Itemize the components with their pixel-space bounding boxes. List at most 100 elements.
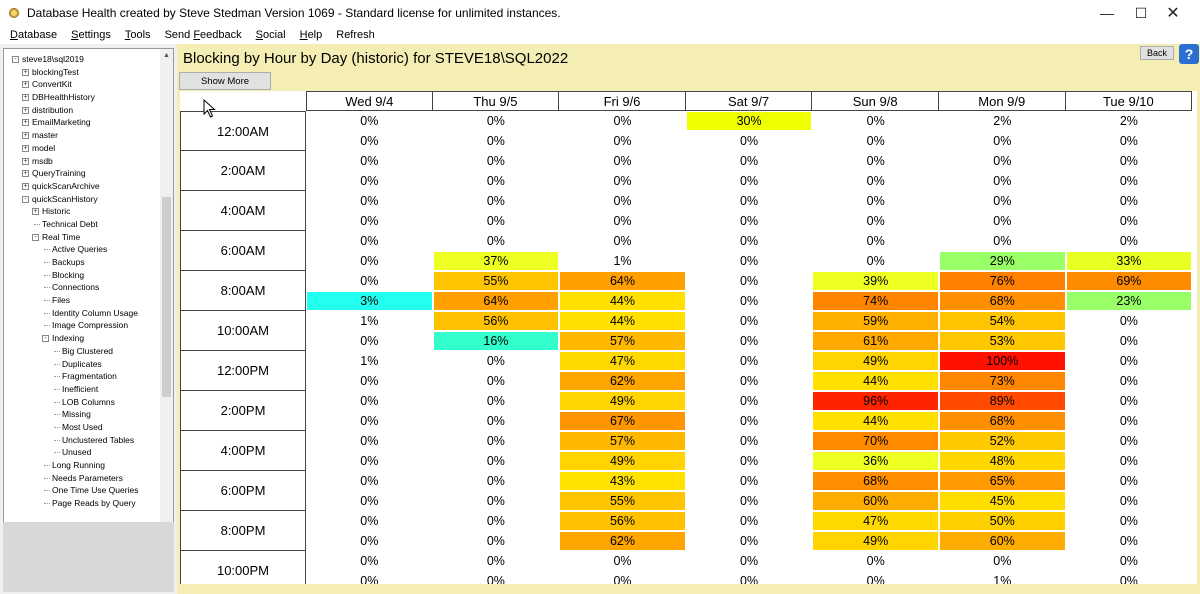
tree-node[interactable]: Page Reads by Query: [4, 497, 161, 510]
menu-refresh[interactable]: Refresh: [336, 29, 375, 41]
heatmap-cell: 0%: [486, 514, 505, 528]
menu-settings[interactable]: Settings: [71, 29, 111, 41]
menu-send-feedback[interactable]: Send Feedback: [164, 29, 242, 41]
expand-icon[interactable]: +: [22, 68, 29, 76]
heatmap-cell: 89%: [940, 392, 1065, 410]
tree-node[interactable]: + quickScanArchive: [4, 180, 161, 193]
heatmap-cell: 0%: [486, 154, 505, 168]
back-button[interactable]: Back: [1140, 46, 1174, 60]
tree-node[interactable]: - quickScanHistory: [4, 193, 161, 206]
scroll-thumb[interactable]: [162, 197, 171, 397]
tree-node[interactable]: Long Running: [4, 459, 161, 472]
tree-node[interactable]: + Historic: [4, 205, 161, 218]
day-header: Fri 9/6: [559, 91, 686, 111]
expand-icon[interactable]: +: [22, 94, 29, 102]
title-bar: Database Health created by Steve Stedman…: [0, 0, 1200, 26]
heatmap-cell: 57%: [560, 332, 685, 350]
close-icon[interactable]: ✕: [1166, 5, 1180, 22]
tree-node[interactable]: - steve18\sql2019: [4, 53, 161, 66]
tree-node[interactable]: + model: [4, 142, 161, 155]
tree-vertical-scrollbar[interactable]: ▲ ▼: [160, 49, 173, 551]
expand-icon[interactable]: +: [32, 208, 39, 216]
tree-node[interactable]: + DBHealthHistory: [4, 91, 161, 104]
heatmap-cell: 36%: [813, 452, 938, 470]
tree-node[interactable]: Technical Debt: [4, 218, 161, 231]
tree-node[interactable]: Duplicates: [4, 358, 161, 371]
expand-icon[interactable]: +: [22, 132, 29, 140]
expand-icon[interactable]: +: [22, 144, 29, 152]
heatmap-cell: 0%: [1119, 494, 1138, 508]
tree-node[interactable]: LOB Columns: [4, 396, 161, 409]
tree-node[interactable]: - Real Time: [4, 231, 161, 244]
heatmap-cell: 0%: [740, 274, 759, 288]
tree-node-label: Files: [52, 295, 70, 306]
tree-node-label: Technical Debt: [42, 218, 98, 229]
heatmap-cell: 48%: [940, 452, 1065, 470]
tree-node[interactable]: + EmailMarketing: [4, 116, 161, 129]
tree-node[interactable]: Most Used: [4, 421, 161, 434]
heatmap-cell: 0%: [360, 234, 379, 248]
heatmap-cell: 64%: [433, 292, 559, 310]
menu-database[interactable]: Database: [10, 29, 58, 41]
show-more-button[interactable]: Show More: [179, 72, 271, 90]
heatmap-cell: 65%: [940, 472, 1065, 490]
tree-node[interactable]: + master: [4, 129, 161, 142]
heatmap-cell: 0%: [360, 254, 379, 268]
heatmap-cell: 0%: [740, 234, 759, 248]
heatmap-cell: 57%: [560, 432, 685, 450]
tree-connector: [44, 300, 50, 302]
heatmap-cell: 49%: [560, 392, 685, 410]
heatmap-cell: 0%: [486, 414, 505, 428]
expand-icon[interactable]: +: [22, 182, 29, 190]
tree-node[interactable]: Unused: [4, 446, 161, 459]
collapse-icon[interactable]: -: [22, 195, 29, 203]
menu-social[interactable]: Social: [255, 29, 286, 41]
heatmap-cell: 3%: [307, 292, 432, 310]
collapse-icon[interactable]: -: [12, 56, 19, 63]
tree-node-label: QueryTraining: [32, 168, 86, 179]
tree-node[interactable]: + blockingTest: [4, 66, 161, 79]
tree-node[interactable]: Big Clustered: [4, 345, 161, 358]
tree-node[interactable]: Active Queries: [4, 243, 161, 256]
heatmap-cell: 0%: [486, 454, 505, 468]
scroll-up-icon[interactable]: ▲: [163, 52, 170, 59]
expand-icon[interactable]: +: [22, 81, 29, 89]
heatmap-cell: 0%: [613, 214, 632, 228]
tree-node[interactable]: Inefficient: [4, 383, 161, 396]
heatmap-cell: 0%: [740, 254, 759, 268]
help-icon[interactable]: ?: [1179, 44, 1199, 64]
tree-node[interactable]: Fragmentation: [4, 370, 161, 383]
maximize-icon[interactable]: ☐: [1134, 4, 1148, 21]
minimize-icon[interactable]: —: [1100, 5, 1114, 21]
tree-node[interactable]: Needs Parameters: [4, 472, 161, 485]
tree-node[interactable]: Connections: [4, 281, 161, 294]
tree-node[interactable]: Files: [4, 294, 161, 307]
expand-icon[interactable]: +: [22, 170, 29, 178]
heatmap-cell: 0%: [993, 554, 1012, 568]
heatmap-cell: 73%: [940, 372, 1065, 390]
tree-connector: [44, 274, 50, 276]
tree-node[interactable]: + QueryTraining: [4, 167, 161, 180]
collapse-icon[interactable]: -: [32, 233, 39, 241]
tree-node[interactable]: Image Compression: [4, 319, 161, 332]
collapse-icon[interactable]: -: [42, 335, 49, 343]
heatmap-cell: 33%: [1066, 252, 1192, 270]
tree-node[interactable]: - Indexing: [4, 332, 161, 345]
tree-node[interactable]: Identity Column Usage: [4, 307, 161, 320]
tree-node[interactable]: Missing: [4, 408, 161, 421]
tree-node[interactable]: Blocking: [4, 269, 161, 282]
menu-help[interactable]: Help: [299, 29, 323, 41]
tree-node[interactable]: Backups: [4, 256, 161, 269]
tree-connector: [54, 426, 60, 428]
tree-node[interactable]: One Time Use Queries: [4, 484, 161, 497]
expand-icon[interactable]: +: [22, 106, 29, 114]
expand-icon[interactable]: +: [22, 119, 29, 127]
tree-node[interactable]: + msdb: [4, 155, 161, 168]
tree-node[interactable]: + distribution: [4, 104, 161, 117]
tree-node-label: LOB Columns: [62, 396, 115, 407]
expand-icon[interactable]: +: [22, 157, 29, 165]
heatmap-cell: 2%: [1119, 114, 1138, 128]
menu-tools[interactable]: Tools: [124, 29, 151, 41]
tree-node[interactable]: Unclustered Tables: [4, 434, 161, 447]
tree-node[interactable]: + ConvertKit: [4, 78, 161, 91]
